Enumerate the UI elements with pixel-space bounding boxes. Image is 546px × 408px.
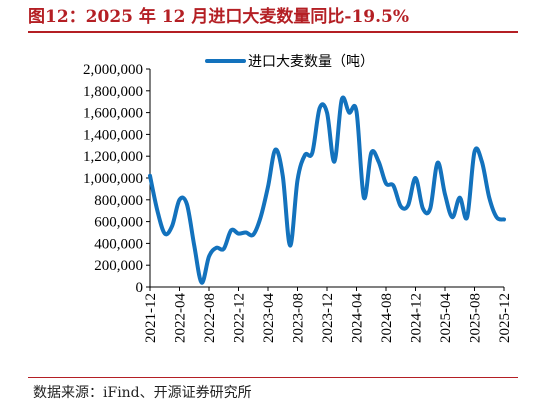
x-tick-label: 2025-04 <box>438 293 454 343</box>
y-tick-label: 1,800,000 <box>83 84 143 100</box>
x-tick-label: 2025-08 <box>468 293 484 343</box>
title-divider <box>28 31 518 33</box>
x-tick-label: 2022-12 <box>232 293 248 343</box>
source-note: 数据来源：iFind、开源证券研究所 <box>33 385 252 401</box>
x-tick-label: 2023-12 <box>320 293 336 343</box>
series-line <box>148 95 506 285</box>
footer-divider <box>28 377 518 378</box>
y-tick-label: 2,000,000 <box>83 62 143 78</box>
y-tick-label: 1,400,000 <box>83 127 143 143</box>
y-axis: 0 200,000 400,000 600,000 800,000 1,000,000 1,… <box>83 62 151 296</box>
y-tick-label: 1,000,000 <box>83 171 143 187</box>
y-tick-label: 800,000 <box>94 193 143 209</box>
chart-legend: 进口大麦数量（吨） <box>205 54 374 70</box>
x-tick-label: 2022-08 <box>202 293 218 343</box>
y-tick-label: 1,200,000 <box>83 149 143 165</box>
x-tick-label: 2023-04 <box>261 293 277 343</box>
page-title: 图12：2025 年 12 月进口大麦数量同比-19.5% <box>28 7 409 27</box>
y-tick-label: 200,000 <box>94 258 143 274</box>
x-tick-label: 2025-12 <box>497 293 513 343</box>
y-tick-label: 0 <box>136 280 144 296</box>
x-tick-label: 2021-12 <box>143 293 159 343</box>
y-tick-label: 600,000 <box>94 215 143 231</box>
x-tick-label: 2024-12 <box>409 293 425 343</box>
x-tick-label: 2022-04 <box>173 293 189 343</box>
x-tick-label: 2023-08 <box>291 293 307 343</box>
x-tick-label: 2024-04 <box>350 293 366 343</box>
x-tick-label: 2024-08 <box>379 293 395 343</box>
line-chart: 0 200,000 400,000 600,000 800,000 1,000,000 1,… <box>83 54 513 343</box>
x-axis: 2021-12 2022-04 2022-08 2022-12 2023-04 2023-… <box>143 286 513 343</box>
y-tick-label: 400,000 <box>94 236 143 252</box>
legend-label: 进口大麦数量（吨） <box>248 54 374 70</box>
y-tick-label: 1,600,000 <box>83 106 143 122</box>
